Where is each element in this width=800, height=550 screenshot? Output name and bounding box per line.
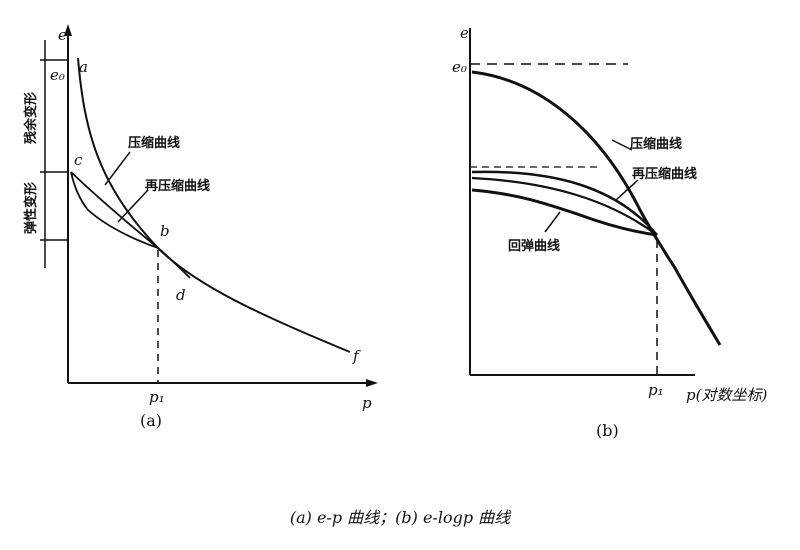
recompression-leader-a — [117, 189, 149, 223]
point-a-label: a — [79, 58, 88, 76]
compression-curve-label-b: 压缩曲线 — [630, 136, 682, 152]
recompression-curve-label-b: 再压缩曲线 — [632, 166, 697, 182]
point-d-label: d — [176, 286, 186, 304]
panel-b: e e₀ 压缩曲线 再压缩曲线 回弹曲线 p₁ p(对数坐标) (b) — [452, 24, 767, 440]
recompression-leader-b — [615, 179, 639, 201]
compression-curve-label-a: 压缩曲线 — [128, 135, 180, 151]
recompression-curve-b — [471, 170, 658, 236]
panel-b-p1-label: p₁ — [648, 381, 664, 399]
compression-leader-a — [104, 151, 131, 186]
recompression-curve-label-a: 再压缩曲线 — [145, 178, 210, 194]
point-c-label: c — [74, 151, 83, 169]
panel-a-x-label: p — [362, 394, 372, 412]
panel-b-subcaption: (b) — [596, 421, 619, 440]
elastic-deformation-label: 弹性变形 — [23, 182, 39, 234]
panel-a-y-arrow — [64, 24, 72, 36]
rebound-curve-b-upper — [471, 176, 658, 236]
figure-caption: (a) e-p 曲线；(b) e-logp 曲线 — [290, 508, 512, 527]
compression-curve-a — [77, 57, 351, 353]
rebound-curve-a — [70, 171, 159, 249]
panel-b-e0-label: e₀ — [452, 58, 467, 76]
point-f-label: f — [352, 347, 361, 365]
panel-b-y-label: e — [460, 24, 469, 42]
recompression-curve-a — [70, 171, 191, 279]
rebound-curve-label-b: 回弹曲线 — [508, 238, 560, 254]
rebound-leader-b — [544, 211, 561, 233]
panel-a-x-arrow — [366, 379, 378, 387]
rebound-curve-b — [471, 188, 658, 237]
residual-deformation-label: 残余变形 — [23, 92, 39, 144]
panel-a-p1-label: p₁ — [149, 388, 165, 406]
panel-a-e0-label: e₀ — [50, 66, 65, 84]
panel-b-x-label: p(对数坐标) — [686, 386, 767, 404]
panel-a: 残余变形 弹性变形 e e₀ a c b d f 压缩曲线 再压缩曲线 p₁ p… — [23, 24, 378, 430]
panel-a-y-label: e — [58, 26, 67, 44]
compression-leader-b — [611, 139, 633, 151]
panel-a-subcaption: (a) — [140, 411, 162, 430]
point-b-label: b — [160, 222, 170, 240]
compression-curve-b — [471, 70, 722, 346]
